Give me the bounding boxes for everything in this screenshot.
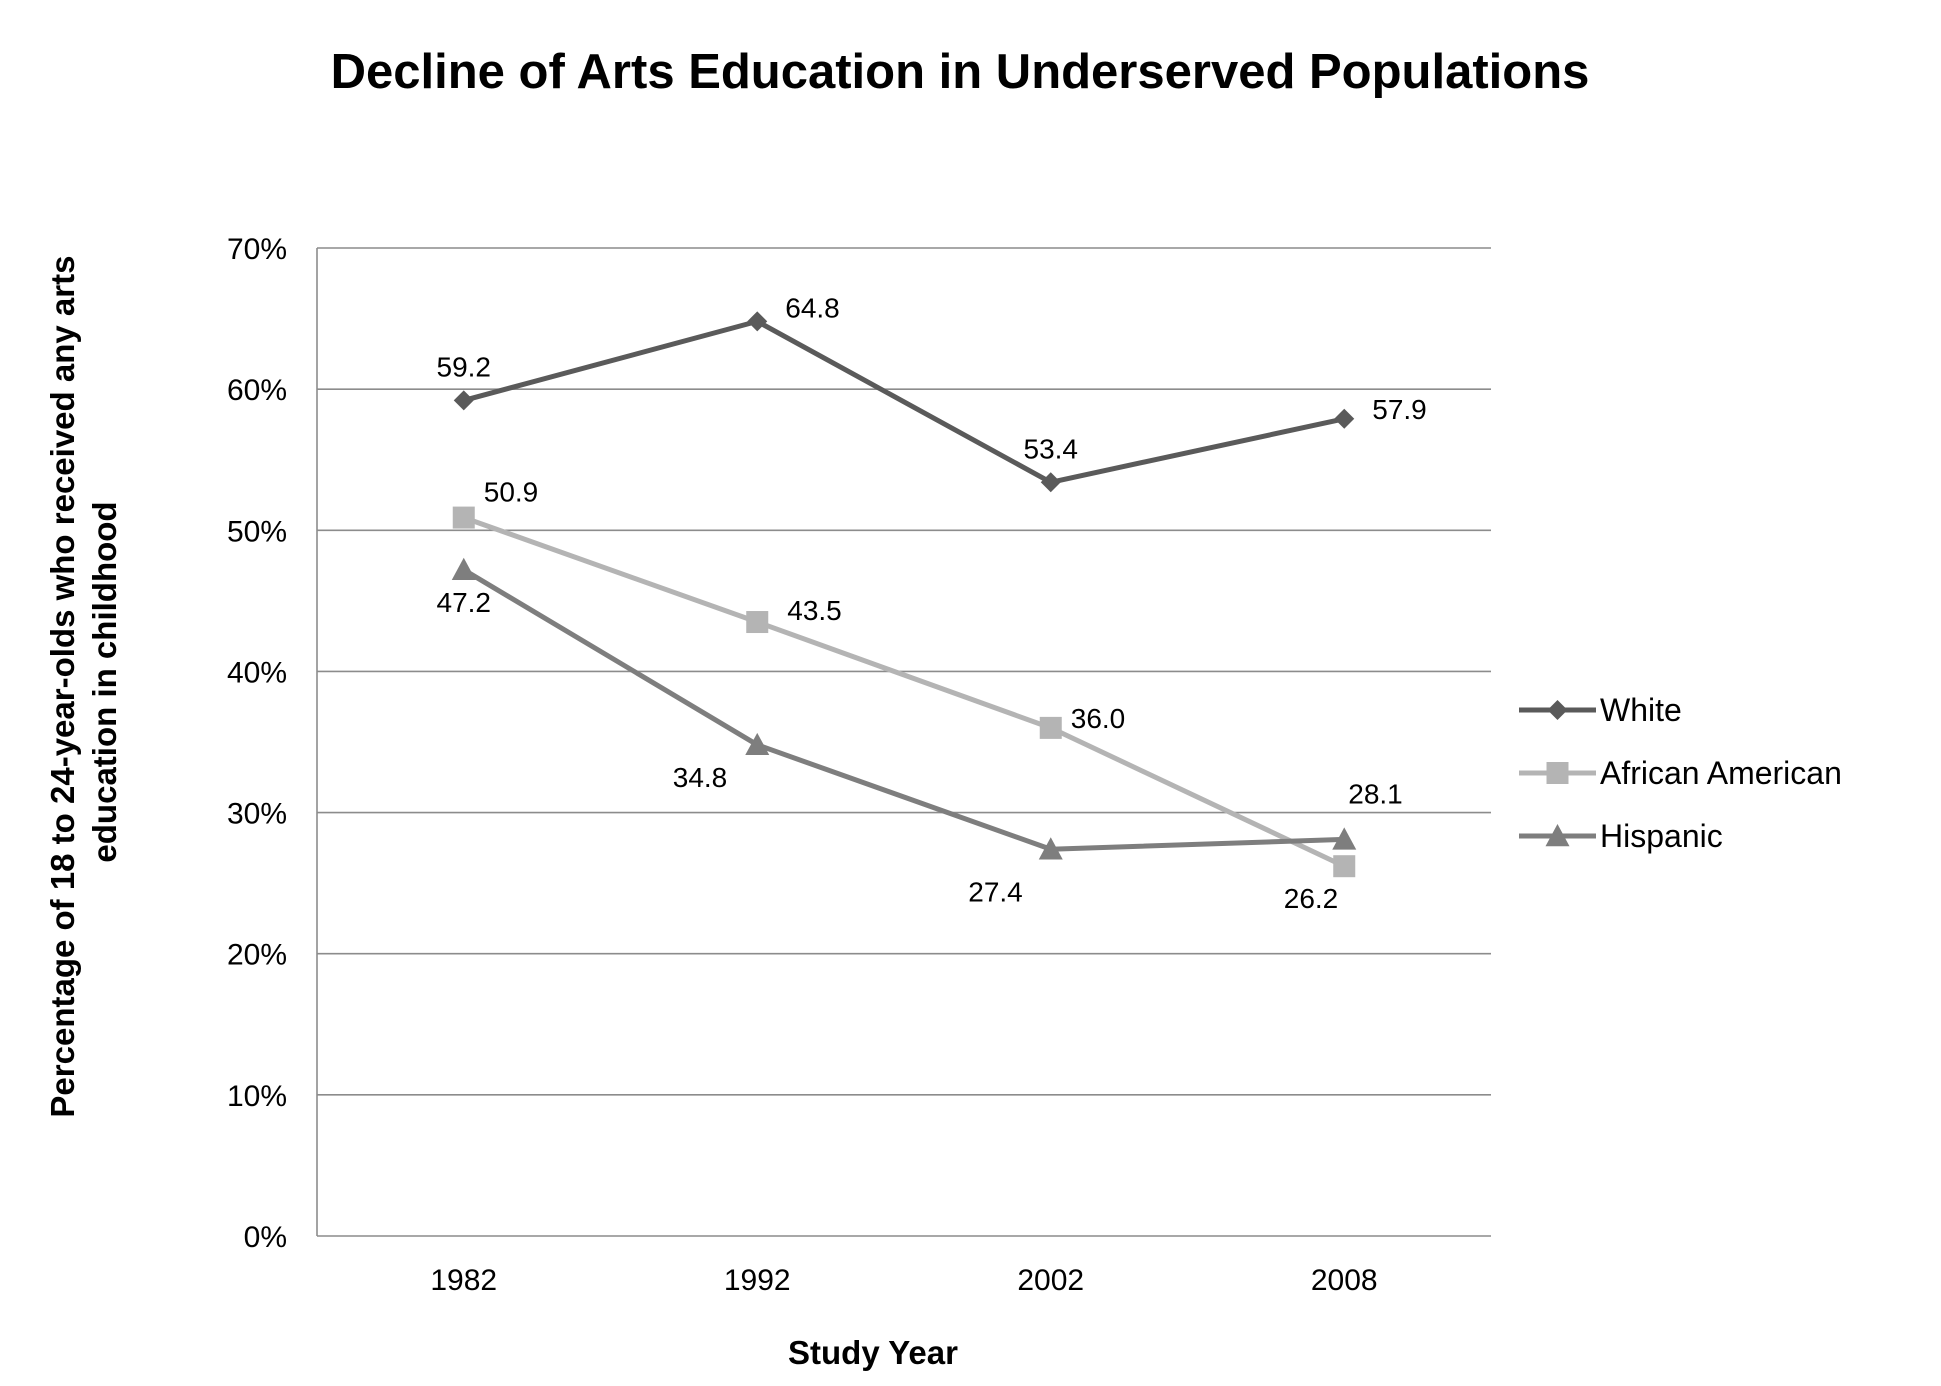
legend-label-african-american: African American	[1600, 755, 1842, 791]
data-label-african-american: 50.9	[484, 477, 539, 508]
data-label-hispanic: 28.1	[1348, 778, 1403, 809]
y-tick-label: 40%	[227, 656, 287, 689]
legend-label-hispanic: Hispanic	[1600, 818, 1723, 854]
x-tick-label: 1992	[724, 1264, 791, 1297]
legend-marker-hispanic	[1545, 824, 1570, 847]
data-point-white	[1334, 408, 1355, 429]
data-label-white: 57.9	[1372, 394, 1427, 425]
y-tick-label: 60%	[227, 374, 287, 407]
data-point-white	[453, 390, 474, 411]
data-point-african-american	[452, 506, 475, 529]
data-point-african-american	[1039, 716, 1062, 739]
data-labels: 59.2 64.8 53.4 57.9 50.9 43.5 36.0 26.2 47.2 34.8…	[437, 292, 1427, 914]
gridlines	[317, 247, 1491, 1096]
y-tick-label: 50%	[227, 515, 287, 548]
data-label-white: 53.4	[1024, 433, 1079, 464]
data-label-african-american: 43.5	[787, 595, 842, 626]
data-point-hispanic	[1038, 837, 1063, 860]
legend: White African American Hispanic	[1519, 692, 1842, 854]
chart-title: Decline of Arts Education in Underserved…	[331, 45, 1590, 99]
series-line-hispanic	[462, 567, 1345, 852]
series-line-african-american	[462, 515, 1346, 869]
data-label-hispanic: 47.2	[437, 587, 492, 618]
legend-marker-white	[1547, 700, 1568, 720]
series-line-white	[463, 318, 1345, 485]
x-tick-label: 1982	[430, 1264, 497, 1297]
data-point-african-american	[1333, 855, 1356, 878]
data-point-white	[1040, 472, 1061, 493]
x-axis-title: Study Year	[788, 1334, 958, 1371]
legend-marker-african-american	[1546, 762, 1569, 784]
data-point-white	[747, 311, 768, 332]
legend-label-white: White	[1600, 692, 1682, 728]
y-axis-title: Percentage of 18 to 24-year-olds who rec…	[44, 246, 123, 1117]
y-tick-label: 70%	[227, 233, 287, 266]
y-axis-title-line-2: education in childhood	[86, 501, 123, 862]
data-label-hispanic: 27.4	[968, 876, 1023, 907]
y-tick-label: 0%	[244, 1221, 287, 1254]
axes: 0% 10% 20% 30% 40% 50% 60% 70% 1982 1992 2002 2008	[227, 233, 1491, 1297]
x-tick-label: 2002	[1017, 1264, 1084, 1297]
data-label-african-american: 26.2	[1284, 883, 1339, 914]
data-point-african-american	[746, 611, 769, 634]
data-point-hispanic	[1332, 827, 1357, 850]
data-point-hispanic	[451, 557, 476, 581]
data-label-white: 59.2	[437, 351, 492, 382]
data-point-hispanic	[745, 732, 770, 756]
y-tick-label: 20%	[227, 939, 287, 972]
series-markers	[451, 311, 1357, 878]
data-label-hispanic: 34.8	[673, 762, 728, 793]
y-tick-label: 30%	[227, 798, 287, 831]
y-axis-title-line-1: Percentage of 18 to 24-year-olds who rec…	[44, 256, 81, 1118]
data-label-african-american: 36.0	[1071, 703, 1126, 734]
series-lines	[462, 318, 1346, 869]
y-tick-label: 10%	[227, 1080, 287, 1113]
x-tick-label: 2008	[1311, 1264, 1378, 1297]
data-label-white: 64.8	[785, 292, 840, 323]
